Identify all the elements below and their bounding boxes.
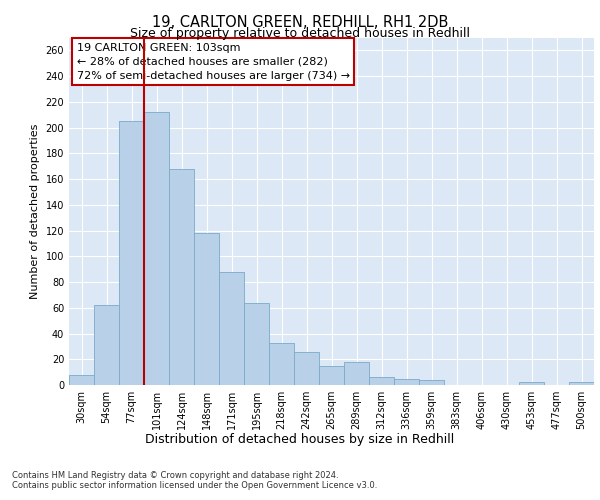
Bar (394, 378, 419, 385)
Bar (294, 352, 319, 385)
Bar (194, 233, 219, 385)
Bar (94, 305, 119, 385)
Text: 19, CARLTON GREEN, REDHILL, RH1 2DB: 19, CARLTON GREEN, REDHILL, RH1 2DB (152, 15, 448, 30)
Text: Size of property relative to detached houses in Redhill: Size of property relative to detached ho… (130, 28, 470, 40)
Bar (319, 366, 344, 385)
Bar (569, 382, 594, 385)
Bar (269, 342, 294, 385)
Text: Distribution of detached houses by size in Redhill: Distribution of detached houses by size … (145, 432, 455, 446)
Bar (519, 382, 544, 385)
Text: Contains public sector information licensed under the Open Government Licence v3: Contains public sector information licen… (12, 481, 377, 490)
Bar (419, 380, 444, 385)
Bar (119, 121, 144, 385)
Bar (69, 374, 94, 385)
Text: Contains HM Land Registry data © Crown copyright and database right 2024.: Contains HM Land Registry data © Crown c… (12, 471, 338, 480)
Bar (219, 272, 244, 385)
Text: 19 CARLTON GREEN: 103sqm
← 28% of detached houses are smaller (282)
72% of semi-: 19 CARLTON GREEN: 103sqm ← 28% of detach… (77, 42, 350, 80)
Bar (144, 112, 169, 385)
Y-axis label: Number of detached properties: Number of detached properties (30, 124, 40, 299)
Bar (244, 302, 269, 385)
Bar (169, 169, 194, 385)
Bar (344, 362, 369, 385)
Bar (369, 378, 394, 385)
